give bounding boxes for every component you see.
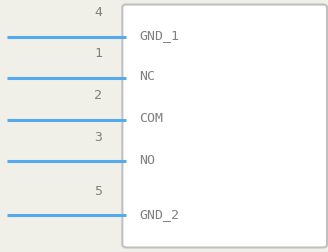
Text: GND_1: GND_1 <box>139 29 179 42</box>
Text: NC: NC <box>139 70 155 83</box>
Text: 3: 3 <box>94 131 102 144</box>
Text: COM: COM <box>139 112 163 125</box>
Text: 1: 1 <box>94 47 102 60</box>
Text: 2: 2 <box>94 89 102 102</box>
Text: 4: 4 <box>94 6 102 19</box>
Text: 5: 5 <box>94 185 102 198</box>
Text: GND_2: GND_2 <box>139 208 179 221</box>
Text: NO: NO <box>139 153 155 167</box>
FancyBboxPatch shape <box>122 5 327 247</box>
